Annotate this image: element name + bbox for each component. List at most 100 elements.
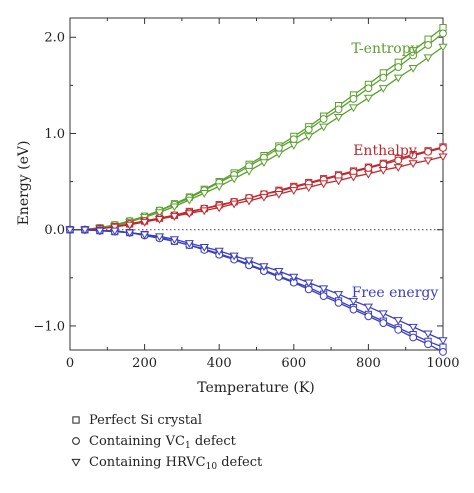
data-point-circle bbox=[394, 63, 403, 71]
data-point-triangle bbox=[110, 227, 120, 236]
data-point-triangle bbox=[259, 263, 269, 271]
data-point-triangle bbox=[363, 303, 373, 312]
data-point-triangle bbox=[125, 229, 135, 238]
data-point-circle bbox=[439, 144, 447, 152]
data-point-triangle bbox=[244, 257, 254, 266]
data-point-triangle bbox=[199, 190, 209, 198]
data-point-circle bbox=[439, 29, 447, 38]
data-point-circle bbox=[379, 73, 388, 82]
data-point-triangle bbox=[244, 167, 254, 176]
data-point-triangle bbox=[214, 183, 224, 192]
data-point-triangle bbox=[393, 74, 403, 83]
x-tick-label: 200 bbox=[132, 356, 157, 371]
data-point-circle bbox=[394, 325, 403, 334]
data-point-triangle bbox=[110, 223, 120, 232]
data-point-circle bbox=[349, 305, 358, 314]
data-point-circle bbox=[424, 41, 432, 49]
x-tick-label: 0 bbox=[66, 356, 74, 371]
legend-marker-square bbox=[72, 416, 80, 424]
data-point-triangle bbox=[274, 150, 284, 159]
data-point-triangle bbox=[229, 252, 239, 261]
data-point-triangle bbox=[154, 233, 165, 242]
data-point-circle bbox=[304, 125, 313, 134]
data-point-triangle bbox=[214, 247, 224, 256]
data-point-triangle bbox=[169, 236, 180, 245]
series-label-free-energy: Free energy bbox=[352, 285, 439, 301]
data-point-triangle bbox=[140, 218, 150, 227]
data-point-circle bbox=[319, 292, 328, 301]
data-point-triangle bbox=[348, 104, 359, 113]
data-point-circle bbox=[364, 164, 373, 173]
data-point-triangle bbox=[184, 240, 194, 248]
data-point-triangle bbox=[393, 164, 403, 172]
x-tick-label: 800 bbox=[356, 356, 381, 371]
data-point-triangle bbox=[393, 317, 403, 325]
data-point-triangle bbox=[244, 197, 254, 206]
data-point-circle bbox=[334, 105, 343, 114]
data-point-triangle bbox=[199, 207, 209, 216]
data-point-triangle bbox=[199, 243, 209, 252]
data-point-circle bbox=[349, 94, 358, 103]
data-point-circle bbox=[334, 298, 343, 307]
data-point-triangle bbox=[378, 166, 388, 175]
data-point-triangle bbox=[169, 203, 180, 212]
data-point-circle bbox=[394, 156, 403, 165]
data-point-triangle bbox=[154, 216, 165, 224]
data-point-circle bbox=[409, 333, 418, 342]
data-point-triangle bbox=[259, 159, 269, 168]
data-point-triangle bbox=[333, 177, 344, 186]
plot-area: 0 200 400 600 800 1000 −1.0 0.0 1.0 2.0 T-entropy E… bbox=[33, 17, 460, 371]
data-point-circle bbox=[379, 160, 388, 169]
data-point-triangle bbox=[363, 170, 373, 179]
data-point-triangle bbox=[319, 123, 329, 132]
data-point-triangle bbox=[378, 85, 388, 93]
series-label-enthalpy: Enthalpy bbox=[353, 143, 417, 159]
data-point-triangle bbox=[408, 323, 418, 332]
y-tick-label: 1.0 bbox=[44, 127, 65, 142]
data-point-triangle bbox=[333, 291, 344, 299]
x-axis-title: Temperature (K) bbox=[197, 380, 315, 396]
data-point-triangle bbox=[95, 227, 105, 236]
data-point-triangle bbox=[408, 160, 418, 168]
series-label-t-entropy: T-entropy bbox=[351, 41, 418, 57]
data-point-triangle bbox=[154, 209, 165, 218]
data-point-triangle bbox=[229, 175, 239, 184]
data-point-circle bbox=[409, 51, 418, 60]
legend: Perfect Si crystal Containing VC1 defect C… bbox=[71, 413, 263, 472]
y-tick-label: 2.0 bbox=[44, 31, 65, 46]
data-point-circle bbox=[424, 340, 432, 349]
data-point-triangle bbox=[289, 141, 299, 150]
data-point-triangle bbox=[65, 226, 75, 235]
data-point-circle bbox=[289, 135, 298, 144]
data-point-circle bbox=[379, 319, 388, 327]
legend-marker-triangle bbox=[71, 458, 81, 467]
x-tick-label: 600 bbox=[281, 356, 306, 371]
legend-entry: Containing HRVC10 defect bbox=[89, 455, 263, 472]
y-tick-label: −1.0 bbox=[33, 319, 65, 334]
data-point-triangle bbox=[423, 157, 433, 166]
data-point-triangle bbox=[304, 133, 314, 142]
data-point-triangle bbox=[438, 337, 448, 346]
data-point-circle bbox=[274, 144, 283, 152]
data-point-triangle bbox=[125, 221, 135, 230]
legend-marker-circle bbox=[72, 437, 80, 445]
data-point-circle bbox=[319, 115, 328, 123]
data-point-circle bbox=[364, 312, 373, 321]
data-point-triangle bbox=[184, 196, 194, 205]
data-point-triangle bbox=[304, 279, 314, 288]
data-point-circle bbox=[364, 84, 373, 93]
data-point-circle bbox=[409, 151, 418, 160]
legend-entry: Containing VC1 defect bbox=[89, 434, 237, 451]
data-point-triangle bbox=[319, 180, 329, 189]
data-point-triangle bbox=[348, 297, 359, 306]
legend-entry: Perfect Si crystal bbox=[89, 413, 202, 428]
y-axis-title: Energy (eV) bbox=[16, 141, 32, 226]
data-point-circle bbox=[424, 147, 432, 156]
data-point-circle bbox=[439, 348, 447, 356]
data-point-triangle bbox=[363, 94, 373, 103]
data-point-triangle bbox=[423, 54, 433, 63]
data-point-triangle bbox=[289, 187, 299, 195]
data-point-triangle bbox=[274, 267, 284, 276]
data-point-triangle bbox=[184, 210, 194, 219]
